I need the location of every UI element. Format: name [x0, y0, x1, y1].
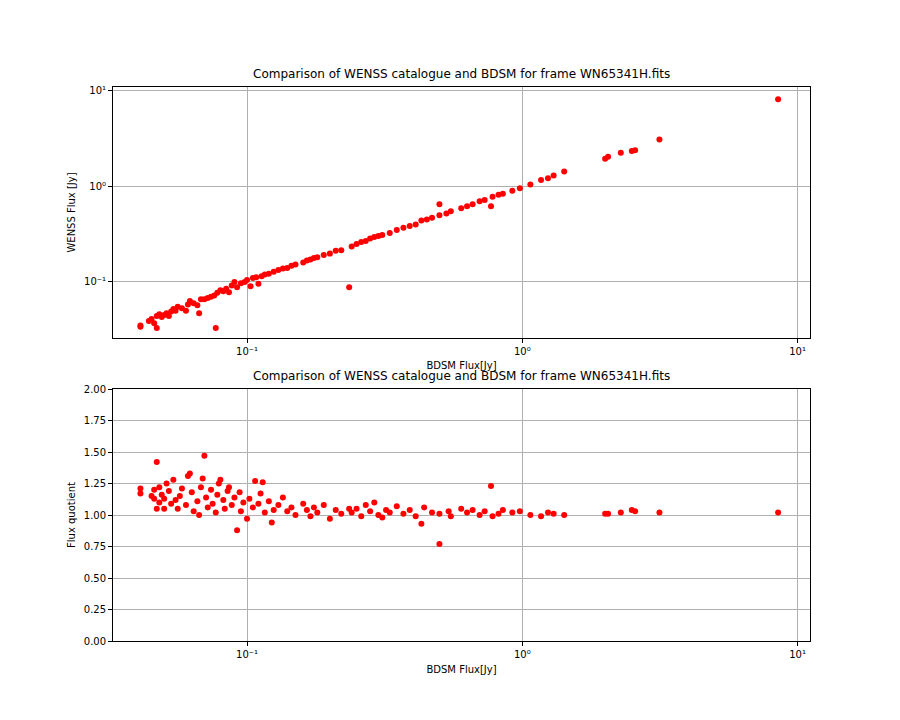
svg-text:10⁰: 10⁰	[514, 346, 531, 357]
svg-text:1.50: 1.50	[84, 447, 106, 458]
svg-text:BDSM Flux[Jy]: BDSM Flux[Jy]	[426, 664, 496, 675]
svg-text:2.00: 2.00	[84, 384, 106, 395]
svg-text:10¹: 10¹	[789, 346, 806, 357]
svg-text:Flux quotient: Flux quotient	[66, 482, 77, 548]
svg-text:1.25: 1.25	[84, 478, 106, 489]
svg-text:Comparison of WENSS catalogue: Comparison of WENSS catalogue and BDSM f…	[253, 67, 670, 81]
svg-text:0.50: 0.50	[84, 573, 106, 584]
svg-text:10⁰: 10⁰	[89, 181, 106, 192]
svg-text:10⁻¹: 10⁻¹	[84, 276, 106, 287]
svg-text:Comparison of WENSS catalogue: Comparison of WENSS catalogue and BDSM f…	[253, 369, 670, 383]
svg-text:1.75: 1.75	[84, 415, 106, 426]
svg-text:10¹: 10¹	[89, 85, 106, 96]
svg-text:BDSM Flux[Jy]: BDSM Flux[Jy]	[426, 360, 496, 371]
svg-text:10⁻¹: 10⁻¹	[236, 346, 258, 357]
svg-text:0.25: 0.25	[84, 604, 106, 615]
svg-text:10⁰: 10⁰	[514, 649, 531, 660]
svg-text:10¹: 10¹	[789, 649, 806, 660]
svg-text:1.00: 1.00	[84, 510, 106, 521]
svg-text:0.75: 0.75	[84, 541, 106, 552]
svg-text:0.00: 0.00	[84, 636, 106, 647]
svg-text:WENSS Flux [Jy]: WENSS Flux [Jy]	[66, 172, 77, 252]
svg-text:10⁻¹: 10⁻¹	[236, 649, 258, 660]
